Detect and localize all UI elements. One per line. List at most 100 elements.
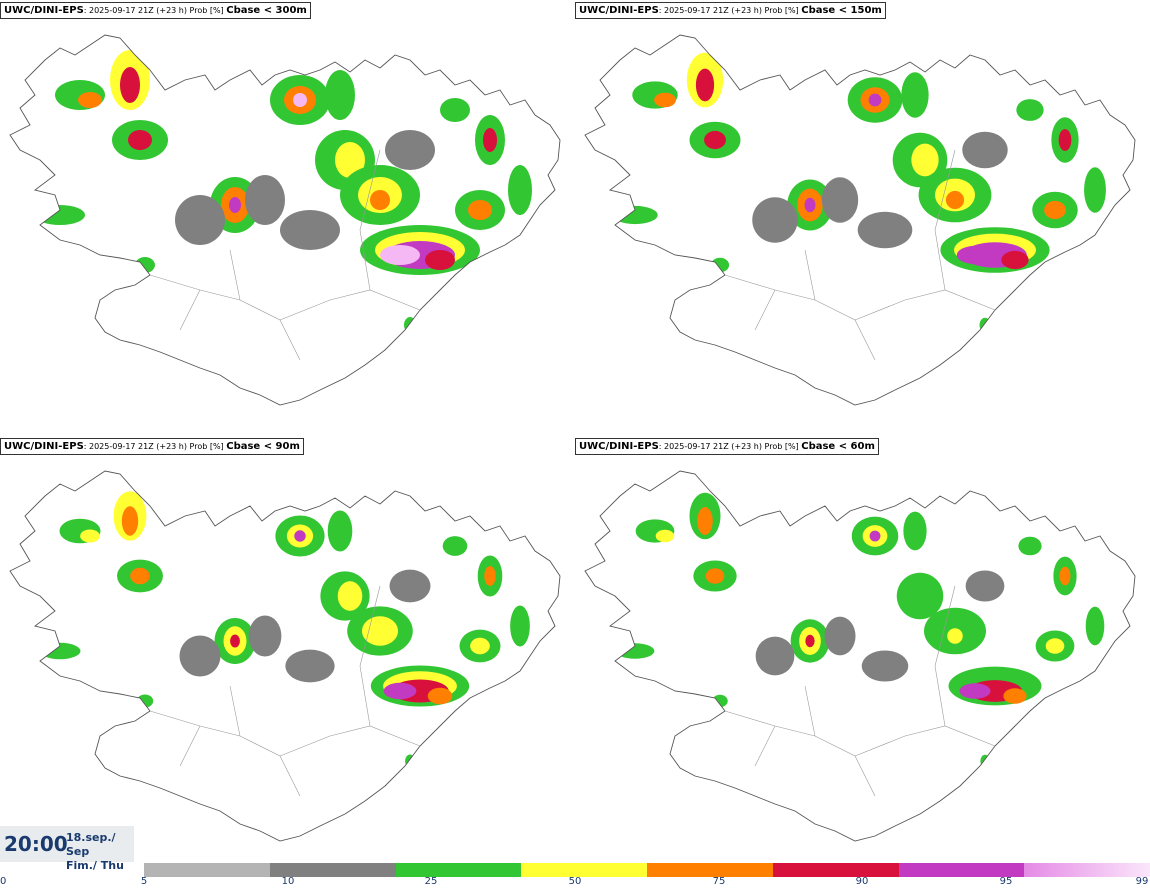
legend-tick: 90 bbox=[855, 876, 869, 887]
probability-area bbox=[404, 317, 416, 333]
probability-area bbox=[327, 510, 353, 552]
legend-swatch bbox=[647, 863, 773, 877]
probability-area bbox=[389, 569, 431, 603]
probability-area bbox=[179, 635, 221, 677]
valid-date: 18.sep./ Sep Fim./ Thu bbox=[66, 831, 134, 873]
coastline bbox=[9, 470, 561, 842]
probability-area bbox=[752, 197, 798, 243]
model-name: UWC/DINI-EPS bbox=[4, 441, 84, 452]
probability-area bbox=[697, 507, 713, 535]
panel-title: UWC/DINI-EPS: 2025-09-17 21Z (+23 h) Pro… bbox=[0, 438, 304, 455]
probability-legend bbox=[144, 863, 1150, 877]
coastline bbox=[9, 34, 561, 406]
threshold-label: Cbase < 150m bbox=[801, 5, 882, 16]
threshold-label: Cbase < 300m bbox=[226, 5, 307, 16]
valid-time: 20:00 bbox=[4, 832, 68, 856]
region-boundaries bbox=[149, 585, 421, 797]
probability-area bbox=[755, 636, 795, 676]
run-info: : 2025-09-17 21Z (+23 h) Prob [%] bbox=[658, 442, 802, 451]
probability-area bbox=[468, 200, 492, 220]
probability-area bbox=[371, 627, 389, 645]
probability-area bbox=[80, 529, 100, 543]
probability-area bbox=[425, 250, 455, 270]
probability-area bbox=[861, 650, 909, 682]
legend-swatch bbox=[395, 863, 522, 877]
model-name: UWC/DINI-EPS bbox=[579, 5, 659, 16]
run-info: : 2025-09-17 21Z (+23 h) Prob [%] bbox=[83, 442, 227, 451]
probability-area bbox=[805, 634, 815, 648]
probability-area bbox=[1058, 129, 1072, 151]
map-panel-4: UWC/DINI-EPS: 2025-09-17 21Z (+23 h) Pro… bbox=[575, 436, 1150, 874]
probability-area bbox=[484, 566, 496, 586]
probability-area bbox=[1001, 250, 1029, 270]
probability-area bbox=[654, 92, 676, 108]
probability-area bbox=[130, 567, 150, 585]
legend-tick: 50 bbox=[568, 876, 582, 887]
probability-area bbox=[1084, 167, 1106, 213]
run-info: : 2025-09-17 21Z (+23 h) Prob [%] bbox=[658, 6, 802, 15]
probability-area bbox=[1044, 200, 1066, 220]
probability-area bbox=[962, 131, 1008, 169]
probability-area bbox=[710, 257, 730, 273]
probability-area bbox=[911, 143, 939, 177]
legend-tick: 95 bbox=[999, 876, 1013, 887]
probability-area bbox=[405, 754, 415, 768]
probability-area bbox=[980, 754, 990, 768]
legend-tick: 25 bbox=[424, 876, 438, 887]
probability-area bbox=[945, 190, 965, 210]
probability-area bbox=[1045, 638, 1065, 654]
probability-area bbox=[1018, 536, 1042, 556]
legend-tick: 10 bbox=[281, 876, 295, 887]
legend-tick: 0 bbox=[0, 876, 7, 887]
probability-area bbox=[135, 257, 155, 273]
threshold-label: Cbase < 90m bbox=[226, 441, 300, 452]
probability-area bbox=[128, 130, 152, 150]
probability-area bbox=[868, 93, 882, 107]
probability-area bbox=[280, 210, 340, 250]
probability-area bbox=[655, 529, 675, 543]
probability-area bbox=[335, 142, 365, 178]
iceland-map bbox=[584, 470, 1136, 842]
coastline bbox=[584, 470, 1136, 842]
region-boundaries bbox=[149, 149, 421, 361]
probability-area bbox=[293, 93, 307, 107]
probability-area bbox=[804, 197, 816, 213]
model-name: UWC/DINI-EPS bbox=[4, 5, 84, 16]
legend-swatch bbox=[898, 863, 1025, 877]
valid-date-line1: 18.sep./ Sep bbox=[66, 831, 116, 858]
probability-area bbox=[294, 530, 306, 542]
probability-area bbox=[1003, 688, 1027, 704]
region-boundaries bbox=[724, 149, 996, 361]
probability-area bbox=[824, 616, 856, 656]
probability-area bbox=[175, 195, 225, 245]
probability-area bbox=[965, 570, 1005, 602]
probability-area bbox=[913, 582, 937, 610]
probability-area bbox=[337, 581, 363, 611]
probability-area bbox=[78, 92, 102, 108]
map-panel-2: UWC/DINI-EPS: 2025-09-17 21Z (+23 h) Pro… bbox=[575, 0, 1150, 438]
valid-date-line2: Fim./ Thu bbox=[66, 859, 124, 872]
probability-area bbox=[1016, 99, 1044, 121]
probability-area bbox=[821, 177, 859, 223]
threshold-label: Cbase < 60m bbox=[801, 441, 875, 452]
probability-area bbox=[508, 165, 532, 215]
map-panel-1: UWC/DINI-EPS: 2025-09-17 21Z (+23 h) Pro… bbox=[0, 0, 575, 438]
probability-area bbox=[979, 317, 991, 333]
probability-area bbox=[903, 511, 927, 551]
legend-swatch bbox=[521, 863, 647, 877]
iceland-map bbox=[9, 470, 561, 842]
probability-area bbox=[230, 634, 240, 648]
probability-area bbox=[510, 605, 530, 647]
panel-title: UWC/DINI-EPS: 2025-09-17 21Z (+23 h) Pro… bbox=[0, 2, 311, 19]
legend-swatch bbox=[1024, 863, 1150, 877]
probability-area bbox=[385, 130, 435, 170]
legend-tick: 5 bbox=[140, 876, 148, 887]
probability-area bbox=[121, 506, 139, 536]
probability-area bbox=[857, 211, 913, 249]
probability-area bbox=[947, 628, 963, 644]
model-name: UWC/DINI-EPS bbox=[579, 441, 659, 452]
panel-title: UWC/DINI-EPS: 2025-09-17 21Z (+23 h) Pro… bbox=[575, 438, 879, 455]
probability-area bbox=[427, 687, 453, 705]
run-info: : 2025-09-17 21Z (+23 h) Prob [%] bbox=[83, 6, 227, 15]
probability-area bbox=[248, 615, 282, 657]
